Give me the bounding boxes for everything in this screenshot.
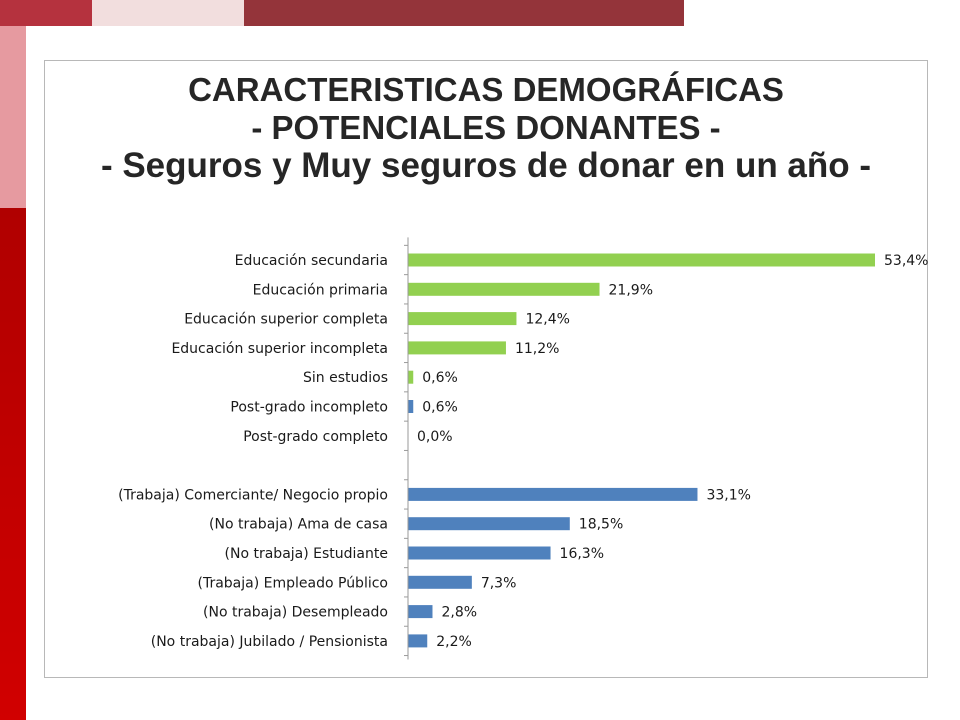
bar [408, 634, 428, 648]
bar [408, 312, 517, 326]
category-label: (Trabaja) Comerciante/ Negocio propio [118, 487, 388, 503]
data-label: 2,8% [441, 605, 477, 621]
data-label: 0,0% [417, 429, 453, 445]
chart-title-line-1: CARACTERISTICAS DEMOGRÁFICAS [188, 71, 784, 108]
bar [408, 400, 414, 413]
top-accent-bar-1 [0, 0, 92, 26]
bar [408, 370, 414, 384]
category-label: Educación secundaria [235, 253, 388, 269]
category-label: (Trabaja) Empleado Público [198, 575, 389, 591]
data-label: 18,5% [579, 517, 623, 533]
bar [408, 546, 551, 560]
category-label: Educación primaria [253, 282, 388, 298]
left-accent-bar-bottom [0, 208, 26, 720]
data-label: 0,6% [422, 370, 458, 386]
bar [408, 253, 876, 267]
category-label: Educación superior completa [184, 312, 388, 328]
bar [408, 575, 472, 589]
category-label: (No trabaja) Ama de casa [209, 517, 388, 533]
chart-title: CARACTERISTICAS DEMOGRÁFICAS - POTENCIAL… [45, 71, 927, 185]
data-label: 11,2% [515, 341, 559, 357]
category-label: (No trabaja) Jubilado / Pensionista [151, 634, 388, 650]
bar [408, 605, 433, 619]
data-label: 12,4% [525, 312, 569, 328]
chart-title-line-3: - Seguros y Muy seguros de donar en un a… [100, 146, 872, 185]
category-label: Educación superior incompleta [171, 341, 388, 357]
data-label: 16,3% [560, 546, 604, 562]
data-label: 7,3% [481, 575, 517, 591]
bar [408, 282, 600, 296]
category-label: Sin estudios [303, 370, 388, 386]
data-label: 21,9% [609, 282, 653, 298]
bar-chart: Educación secundaria 53,4% Educación prima… [118, 237, 928, 660]
category-label: Post-grado incompleto [230, 400, 388, 416]
data-label: 2,2% [436, 634, 472, 650]
category-label: Post-grado completo [243, 429, 388, 445]
data-label: 33,1% [706, 487, 750, 503]
bar [408, 487, 698, 501]
top-accent-bar-3 [244, 0, 684, 26]
chart-title-line-2: - POTENCIALES DONANTES - [251, 109, 721, 146]
top-accent-bar-2 [92, 0, 244, 26]
category-label: (No trabaja) Desempleado [203, 605, 388, 621]
bar [408, 341, 506, 355]
category-label: (No trabaja) Estudiante [225, 546, 388, 562]
bar [408, 517, 570, 531]
left-accent-bar-top [0, 26, 26, 208]
data-label: 0,6% [422, 400, 458, 416]
chart-frame: CARACTERISTICAS DEMOGRÁFICAS - POTENCIAL… [44, 60, 928, 678]
data-label: 53,4% [884, 253, 928, 269]
